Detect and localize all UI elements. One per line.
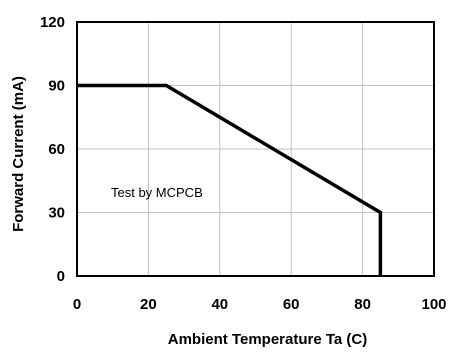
plot-frame	[76, 21, 435, 277]
y-tick-labels: 0 30 60 90 120	[40, 14, 65, 285]
x-tick-label: 100	[421, 296, 446, 313]
y-tick-label: 30	[48, 205, 65, 222]
y-tick-label: 120	[40, 14, 65, 31]
y-tick-label: 60	[48, 141, 65, 158]
x-tick-label: 60	[283, 296, 300, 313]
x-tick-label: 20	[140, 296, 157, 313]
series-layer	[77, 83, 383, 276]
y-tick-label: 0	[57, 268, 65, 285]
chart-annotation: Test by MCPCB	[111, 185, 203, 200]
x-tick-label: 0	[73, 296, 81, 313]
x-tick-labels: 0 20 40 60 80 100	[73, 296, 447, 313]
x-tick-label: 40	[211, 296, 228, 313]
y-axis-label: Forward Current (mA)	[10, 76, 27, 232]
y-tick-label: 90	[48, 78, 65, 95]
x-tick-label: 80	[354, 296, 371, 313]
x-axis-label: Ambient Temperature Ta (C)	[168, 331, 367, 348]
derating-curve	[77, 83, 383, 276]
